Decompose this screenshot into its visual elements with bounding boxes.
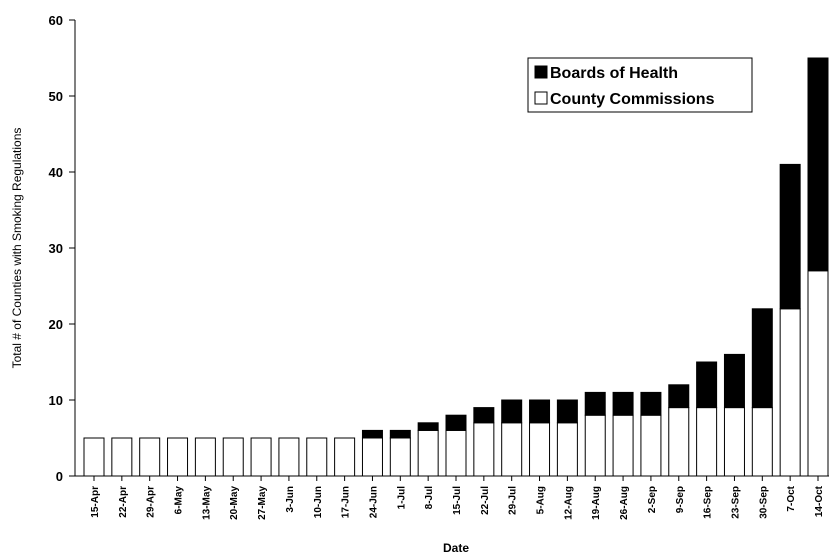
y-tick-label: 20 — [49, 317, 63, 332]
bar-segment — [278, 437, 300, 477]
bar-segment — [640, 414, 662, 477]
bar-segment — [473, 422, 495, 477]
bar-segment — [334, 437, 356, 477]
bar-segment — [807, 57, 829, 272]
bar-segment — [501, 422, 523, 477]
bar-segment — [584, 391, 606, 416]
legend-swatch — [534, 91, 548, 105]
bar-segment — [723, 407, 745, 477]
x-tick-label: 22-Jul — [480, 486, 491, 515]
bar-segment — [445, 414, 467, 431]
bar-segment — [417, 429, 439, 477]
bar-segment — [529, 399, 551, 424]
bar-segment — [668, 384, 690, 409]
x-tick-label: 17-Jun — [341, 486, 352, 518]
bar-segment — [612, 414, 634, 477]
bar-segment — [83, 437, 105, 477]
bar-segment — [584, 414, 606, 477]
x-tick-label: 29-Apr — [146, 486, 157, 518]
y-tick-label: 30 — [49, 241, 63, 256]
x-tick-label: 8-Jul — [424, 486, 435, 510]
x-tick-label: 24-Jun — [368, 486, 379, 518]
bar-segment — [779, 308, 801, 477]
bar-segment — [501, 399, 523, 424]
y-tick-label: 0 — [56, 469, 63, 484]
bar-segment — [807, 270, 829, 477]
x-tick-label: 9-Sep — [675, 486, 686, 513]
bar-segment — [556, 399, 578, 424]
bar-segment — [250, 437, 272, 477]
x-tick-label: 23-Sep — [730, 486, 741, 519]
x-tick-label: 26-Aug — [619, 486, 630, 520]
x-tick-label: 27-May — [257, 486, 268, 520]
x-tick-label: 15-Jul — [452, 486, 463, 515]
legend-label: Boards of Health — [550, 65, 678, 82]
x-tick-label: 14-Oct — [814, 485, 825, 517]
bar-segment — [779, 163, 801, 310]
bar-segment — [222, 437, 244, 477]
bar-segment — [111, 437, 133, 477]
y-axis-label: Total # of Counties with Smoking Regulat… — [10, 128, 24, 369]
bar-segment — [139, 437, 161, 477]
bar-segment — [167, 437, 189, 477]
bar-segment — [445, 429, 467, 477]
x-tick-label: 5-Aug — [536, 486, 547, 514]
bar-segment — [640, 391, 662, 416]
bar-segment — [194, 437, 216, 477]
legend-swatch — [534, 65, 548, 79]
y-tick-label: 50 — [49, 89, 63, 104]
bar-segment — [668, 407, 690, 477]
bar-segment — [751, 407, 773, 477]
bar-segment — [723, 353, 745, 409]
bar-segment — [612, 391, 634, 416]
x-tick-label: 19-Aug — [591, 486, 602, 520]
x-tick-label: 12-Aug — [563, 486, 574, 520]
legend-box — [527, 57, 753, 113]
x-tick-label: 1-Jul — [396, 486, 407, 510]
x-tick-label: 7-Oct — [786, 485, 797, 511]
bar-segment — [389, 429, 411, 439]
bar-segment — [361, 429, 383, 439]
x-axis-label: Date — [443, 541, 469, 555]
y-tick-label: 60 — [49, 13, 63, 28]
x-tick-label: 20-May — [229, 486, 240, 520]
legend-label: County Commissions — [550, 91, 715, 108]
bar-segment — [389, 437, 411, 477]
bar-segment — [306, 437, 328, 477]
y-tick-label: 10 — [49, 393, 63, 408]
x-tick-label: 30-Sep — [758, 486, 769, 519]
x-tick-label: 15-Apr — [90, 486, 101, 518]
bar-segment — [696, 407, 718, 477]
x-tick-label: 6-May — [174, 486, 185, 515]
x-tick-label: 10-Jun — [313, 486, 324, 518]
x-tick-label: 2-Sep — [647, 486, 658, 513]
bar-segment — [361, 437, 383, 477]
x-tick-label: 3-Jun — [285, 486, 296, 513]
bar-segment — [473, 407, 495, 424]
bar-segment — [529, 422, 551, 477]
bar-segment — [696, 361, 718, 409]
x-tick-label: 16-Sep — [703, 486, 714, 519]
bar-segment — [417, 422, 439, 431]
x-tick-label: 13-May — [201, 486, 212, 520]
bar-segment — [751, 308, 773, 409]
bar-segment — [556, 422, 578, 477]
x-tick-label: 22-Apr — [118, 486, 129, 518]
y-tick-label: 40 — [49, 165, 63, 180]
x-tick-label: 29-Jul — [508, 486, 519, 515]
